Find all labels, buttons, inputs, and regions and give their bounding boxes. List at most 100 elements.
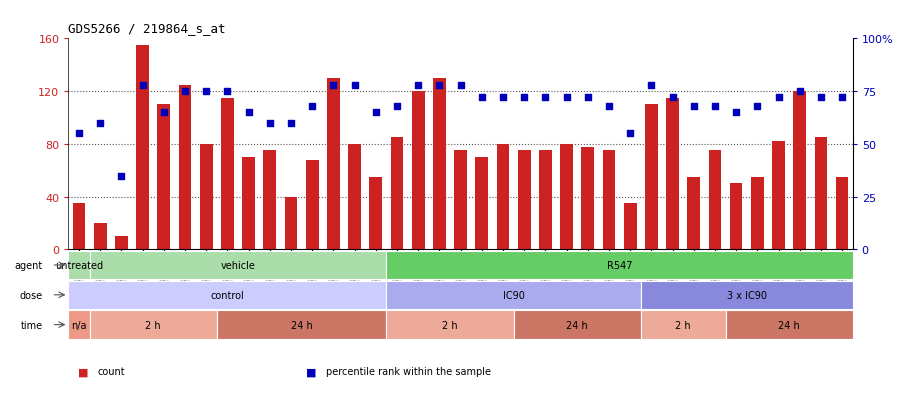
Point	[220, 88, 234, 95]
Bar	[433, 79, 445, 250]
Text: 24 h: 24 h	[777, 320, 799, 330]
Bar	[217, 311, 386, 339]
Text: dose: dose	[20, 290, 43, 300]
Text: untreated: untreated	[55, 260, 103, 271]
Bar	[412, 92, 424, 250]
Text: IC90: IC90	[502, 290, 524, 300]
Point	[241, 109, 256, 116]
Bar	[390, 138, 403, 250]
Bar	[220, 98, 233, 250]
Text: time: time	[21, 320, 43, 330]
Point	[347, 82, 362, 89]
Text: R547: R547	[606, 260, 631, 271]
Bar	[687, 178, 700, 250]
Point	[72, 131, 87, 137]
Bar	[640, 281, 852, 309]
Point	[664, 95, 679, 102]
Bar	[94, 223, 107, 250]
Point	[622, 131, 637, 137]
Bar	[386, 251, 852, 280]
Bar	[644, 105, 657, 250]
Point	[178, 88, 192, 95]
Point	[304, 103, 319, 110]
Bar	[89, 251, 386, 280]
Text: vehicle: vehicle	[220, 260, 255, 271]
Text: ■: ■	[77, 366, 88, 376]
Bar	[623, 204, 636, 250]
Point	[135, 82, 149, 89]
Text: GDS5266 / 219864_s_at: GDS5266 / 219864_s_at	[68, 22, 226, 35]
Point	[474, 95, 488, 102]
Point	[517, 95, 531, 102]
Text: 24 h: 24 h	[291, 320, 312, 330]
Bar	[580, 147, 593, 250]
Text: 2 h: 2 h	[674, 320, 691, 330]
Point	[792, 88, 806, 95]
Point	[537, 95, 552, 102]
Point	[686, 103, 701, 110]
Bar	[513, 311, 640, 339]
Point	[114, 173, 128, 179]
Bar	[538, 151, 551, 250]
Bar	[834, 178, 847, 250]
Bar	[793, 92, 805, 250]
Point	[432, 82, 446, 89]
Point	[157, 109, 171, 116]
Bar	[115, 237, 128, 250]
Point	[643, 82, 658, 89]
Point	[283, 120, 298, 127]
Bar	[369, 178, 382, 250]
Text: control: control	[210, 290, 244, 300]
Bar	[559, 145, 572, 250]
Point	[771, 95, 785, 102]
Bar	[263, 151, 276, 250]
Point	[199, 88, 213, 95]
Text: percentile rank within the sample: percentile rank within the sample	[325, 366, 490, 376]
Text: 2 h: 2 h	[145, 320, 161, 330]
Point	[495, 95, 509, 102]
Bar	[179, 85, 191, 250]
Point	[93, 120, 107, 127]
Bar	[708, 151, 721, 250]
Point	[326, 82, 341, 89]
Text: 2 h: 2 h	[442, 320, 457, 330]
Bar	[750, 178, 763, 250]
Text: 24 h: 24 h	[566, 320, 588, 330]
Bar	[68, 311, 89, 339]
Bar	[284, 197, 297, 250]
Bar	[665, 98, 678, 250]
Point	[834, 95, 848, 102]
Bar	[725, 311, 852, 339]
Point	[813, 95, 827, 102]
Bar	[386, 281, 640, 309]
Bar	[305, 160, 318, 250]
Text: agent: agent	[15, 260, 43, 271]
Bar	[242, 158, 255, 250]
Point	[707, 103, 722, 110]
Text: count: count	[97, 366, 125, 376]
Bar	[814, 138, 826, 250]
Bar	[496, 145, 508, 250]
Bar	[68, 251, 89, 280]
Point	[368, 109, 383, 116]
Bar	[454, 151, 466, 250]
Point	[558, 95, 573, 102]
Text: ■: ■	[305, 366, 316, 376]
Point	[728, 109, 742, 116]
Bar	[640, 311, 725, 339]
Point	[262, 120, 277, 127]
Point	[749, 103, 763, 110]
Text: 3 x IC90: 3 x IC90	[726, 290, 766, 300]
Bar	[136, 46, 148, 250]
Bar	[73, 204, 86, 250]
Bar	[348, 145, 361, 250]
Point	[389, 103, 404, 110]
Point	[411, 82, 425, 89]
Bar	[772, 142, 784, 250]
Bar	[386, 311, 513, 339]
Bar	[158, 105, 170, 250]
Point	[601, 103, 616, 110]
Point	[453, 82, 467, 89]
Bar	[729, 184, 742, 250]
Bar	[475, 158, 487, 250]
